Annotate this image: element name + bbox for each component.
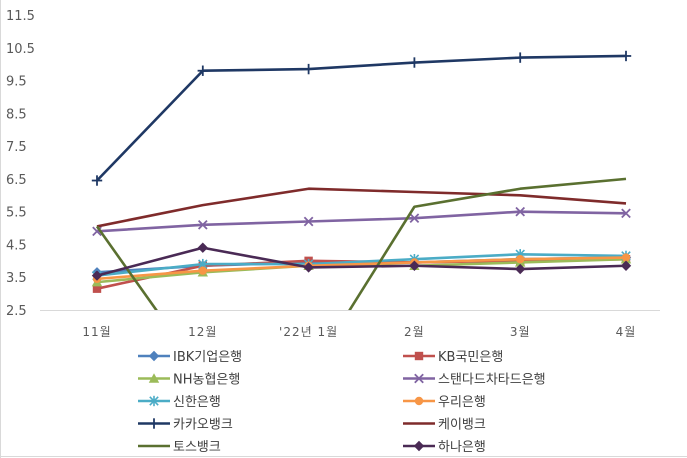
series-7-point <box>515 52 526 63</box>
legend-label: 우리은행 <box>438 394 486 410</box>
series-10-point <box>515 263 526 275</box>
series-6-point <box>516 254 525 264</box>
x-tick-label: 12월 <box>188 325 217 339</box>
legend-label: KB국민은행 <box>438 349 503 365</box>
series-9-line <box>95 177 627 310</box>
legend-item: 카카오뱅크 <box>138 418 233 433</box>
legend-item: 하나은행 <box>403 439 486 455</box>
x-tick-label: 2월 <box>404 325 425 339</box>
series-10-group <box>91 242 632 281</box>
series-7-group <box>91 50 632 186</box>
series-10-point <box>303 262 314 273</box>
legend-item: 토스뱅크 <box>138 440 221 455</box>
series-6-point <box>198 266 207 275</box>
y-tick-label: 11.5 <box>6 9 35 24</box>
series-4-line <box>96 210 627 233</box>
series-4-point <box>409 213 420 224</box>
series-2-point <box>92 284 102 293</box>
legend-marker <box>148 418 160 429</box>
y-axis: 2.5 3.5 4.5 5.5 6.5 7.5 8.5 9.5 10.5 11.5 <box>6 9 35 319</box>
series-4-point <box>303 216 314 227</box>
series-5-line <box>96 252 627 277</box>
legend-item: 신한은행 <box>138 394 221 410</box>
y-tick-label: 10.5 <box>6 42 35 57</box>
series-10-point <box>91 270 103 281</box>
series-10-point <box>620 260 632 271</box>
legend-label: 케이뱅크 <box>438 418 486 433</box>
legend-item: KB국민은행 <box>403 349 503 365</box>
legend-marker <box>414 396 424 406</box>
x-tick-label: '22년 1월 <box>279 325 338 339</box>
x-tick-label: 11월 <box>82 325 111 339</box>
legend-item: IBK기업은행 <box>138 349 242 365</box>
y-tick-label: 4.5 <box>6 238 27 253</box>
series-4-point <box>197 219 208 230</box>
legend-marker <box>414 351 424 361</box>
legend-item: 케이뱅크 <box>403 418 486 433</box>
legend-label: 토스뱅크 <box>173 440 221 455</box>
y-tick-label: 7.5 <box>6 140 27 155</box>
series-9-group <box>95 177 627 310</box>
series-10-line <box>96 246 627 277</box>
series-4-point <box>515 206 526 217</box>
legend-marker <box>149 395 159 407</box>
legend-label: NH농협은행 <box>173 372 240 388</box>
legend-marker <box>148 350 160 362</box>
legend-marker <box>148 373 160 383</box>
series-6-point <box>621 253 631 262</box>
y-tick-label: 9.5 <box>6 75 27 90</box>
series-7-point <box>197 65 208 76</box>
legend-label: IBK기업은행 <box>173 349 242 365</box>
series-7-point <box>303 63 314 75</box>
series-8-group <box>96 187 627 228</box>
series-10-point <box>409 260 420 271</box>
legend-label: 카카오뱅크 <box>173 418 233 433</box>
series-10-point <box>197 242 208 253</box>
series-7-line <box>96 54 627 182</box>
x-tick-label: 4월 <box>616 325 637 339</box>
y-tick-label: 8.5 <box>6 107 27 122</box>
legend-label: 신한은행 <box>173 394 221 410</box>
series-6-line <box>96 256 627 281</box>
series-7-point <box>91 175 103 186</box>
series-4-point <box>621 208 631 219</box>
y-tick-label: 5.5 <box>6 206 27 221</box>
series-7-point <box>409 57 420 68</box>
legend-marker <box>414 373 424 384</box>
series-7-point <box>620 50 632 62</box>
plot-area <box>91 50 632 310</box>
legend-item: 스탠다드차타드은행 <box>403 372 546 388</box>
x-axis: 11월 12월 '22년 1월 2월 3월 4월 <box>82 325 637 339</box>
legend-label: 스탠다드차타드은행 <box>438 372 546 388</box>
legend-marker <box>413 440 425 452</box>
y-tick-label: 2.5 <box>6 304 27 319</box>
y-tick-label: 3.5 <box>6 271 27 286</box>
legend-label: 하나은행 <box>438 439 486 455</box>
series-8-line <box>96 187 627 228</box>
legend-item: 우리은행 <box>403 394 486 410</box>
legend-item: NH농협은행 <box>138 372 240 388</box>
x-tick-label: 3월 <box>510 325 531 339</box>
series-4-group <box>92 206 631 237</box>
y-tick-label: 6.5 <box>6 173 27 188</box>
